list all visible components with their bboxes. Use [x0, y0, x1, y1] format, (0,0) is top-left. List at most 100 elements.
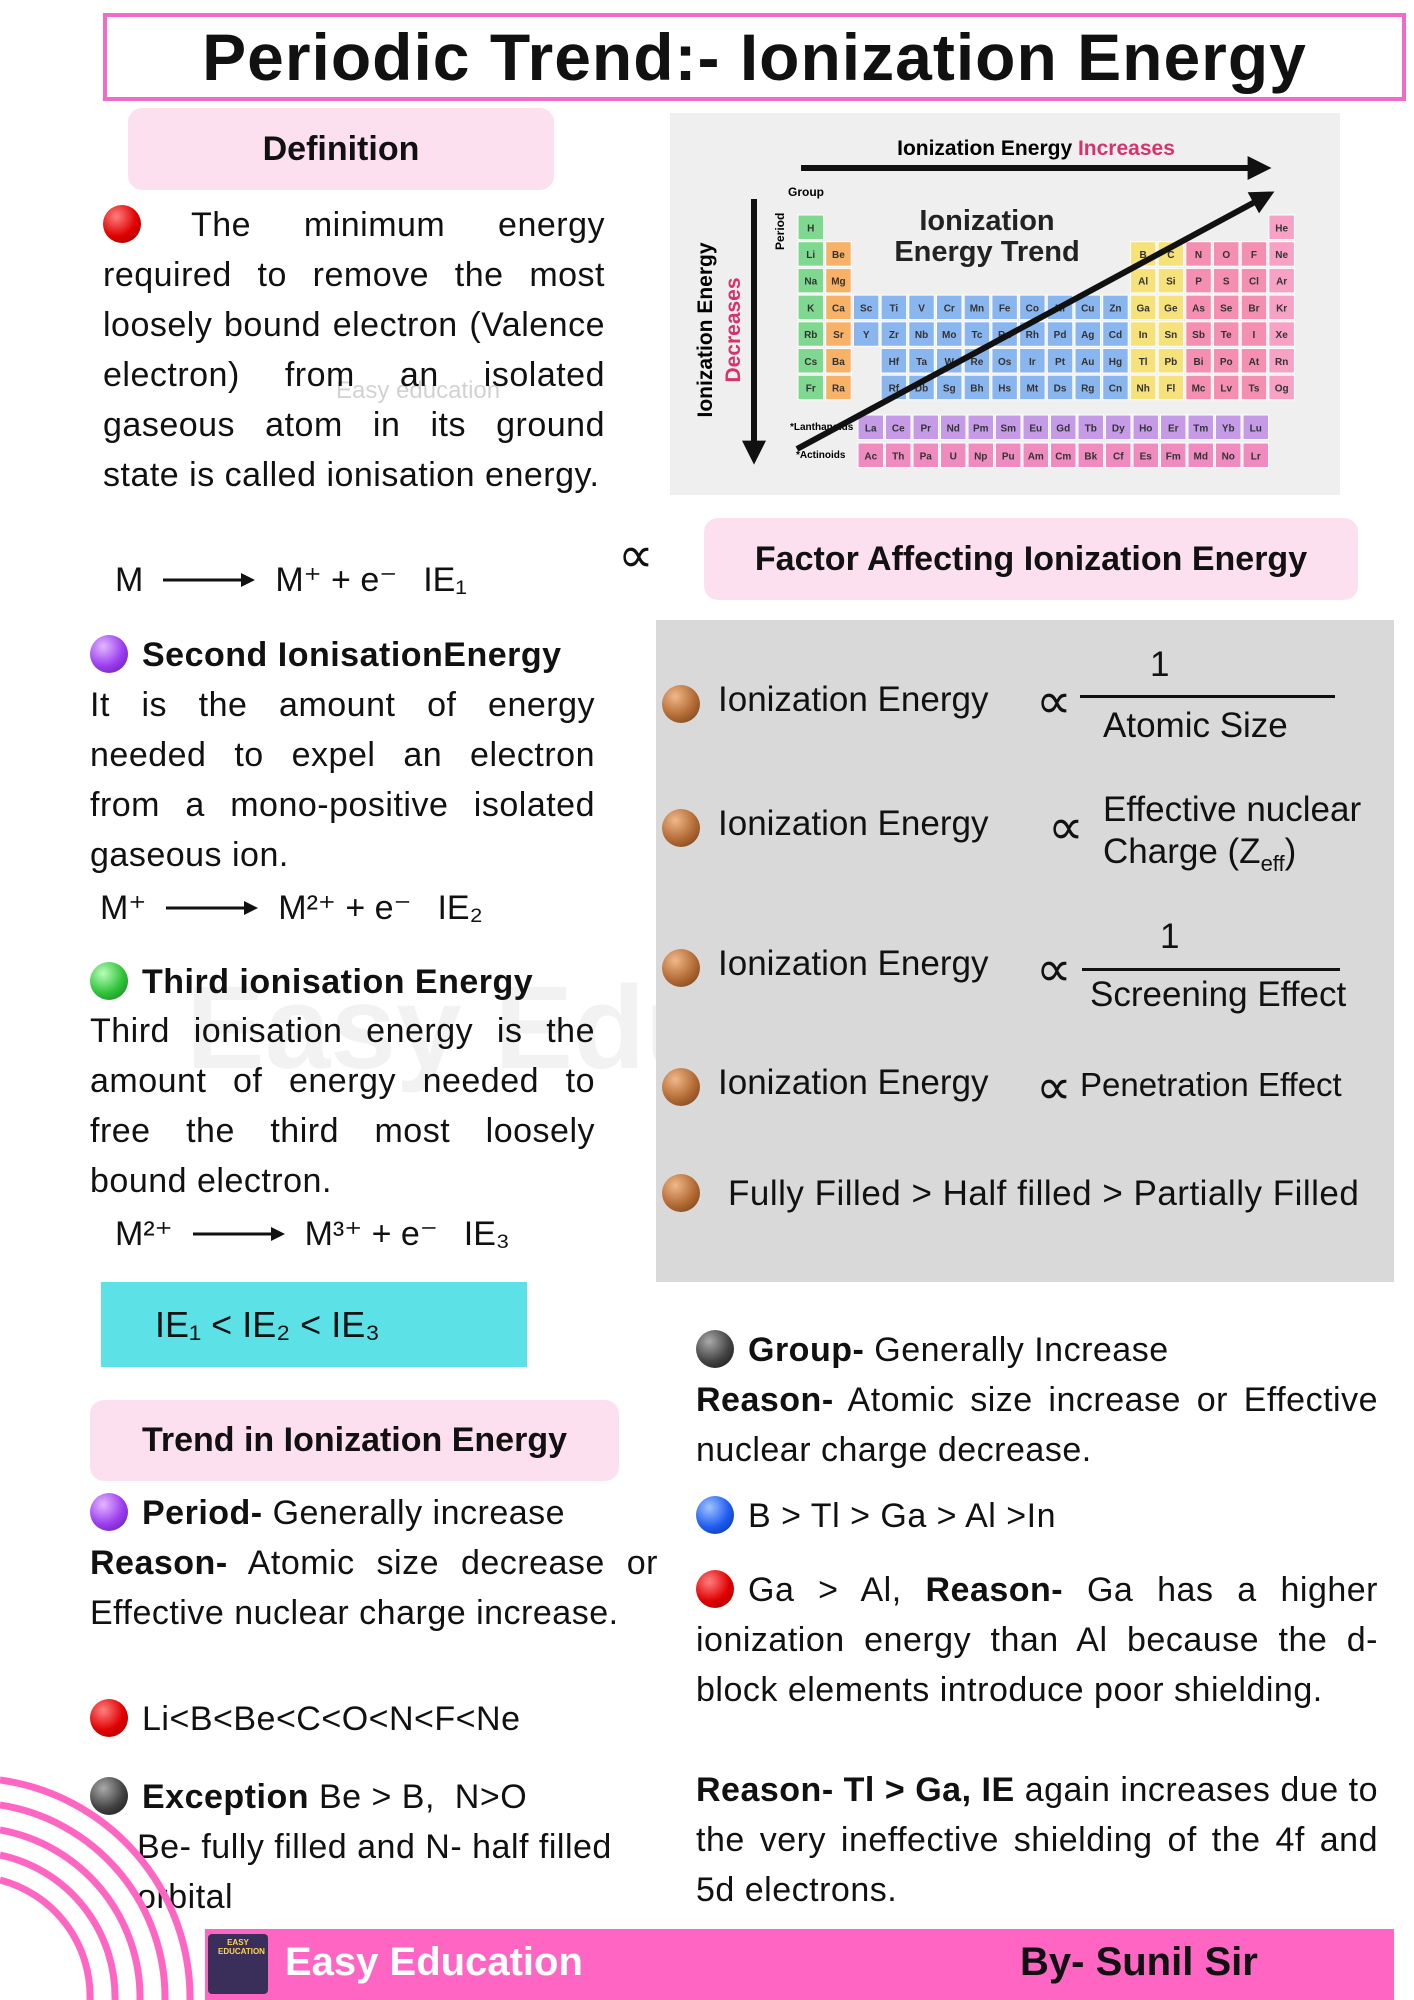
text: Be > B, N>O	[318, 1778, 528, 1816]
element-cell	[936, 294, 963, 321]
element-cell	[1046, 374, 1074, 401]
paragraph: The minimum energy required to remove th…	[103, 206, 605, 494]
element-symbol: Ne	[1275, 250, 1288, 261]
element-symbol: Mo	[942, 330, 956, 341]
equation-label: IE₂	[437, 888, 483, 927]
element-cell	[1050, 442, 1077, 468]
element-cell	[1019, 348, 1046, 374]
element-cell	[880, 321, 908, 347]
reactant: M⁺	[100, 889, 147, 927]
element-cell	[1074, 348, 1101, 374]
factors-heading: Factor Affecting Ionization Energy	[704, 518, 1358, 600]
element-cell	[1213, 267, 1240, 294]
element-symbol: Lv	[1220, 383, 1232, 394]
factor-lhs: Ionization Energy	[718, 944, 989, 983]
element-cell	[1215, 414, 1242, 440]
title-box: Periodic Trend:- Ionization Energy	[103, 13, 1406, 101]
element-cell	[1129, 294, 1157, 321]
element-symbol: Tl	[1139, 357, 1148, 368]
element-symbol: No	[1222, 451, 1235, 462]
equation: M⁺ M²⁺ + e⁻ IE₂	[100, 888, 483, 928]
heading-text: Factor Affecting Ionization Energy	[754, 539, 1308, 578]
equation-label: IE₁	[423, 560, 467, 599]
element-symbol: Na	[804, 277, 817, 288]
arrow	[163, 573, 256, 587]
element-symbol: Ti	[889, 303, 898, 314]
order-box: IE₁ < IE₂ < IE₃	[101, 1282, 527, 1367]
group13-order: B > Tl > Ga > Al >In	[696, 1491, 1056, 1541]
bold-text: Tl > Ga, IE	[843, 1771, 1015, 1809]
footer-brand: Easy Education	[285, 1940, 583, 1984]
reactant: M²⁺	[115, 1215, 173, 1253]
bullet	[90, 962, 128, 1000]
denominator: Screening Effect	[1090, 975, 1347, 1014]
element-symbol: O	[1222, 250, 1230, 261]
element-symbol: Ba	[832, 357, 845, 368]
bullet	[103, 205, 141, 243]
element-cell	[1157, 294, 1185, 321]
element-cell	[1185, 348, 1212, 374]
element-symbol: Bh	[970, 383, 983, 394]
factor-symbol: ∝	[1036, 673, 1072, 729]
corner-arcs	[0, 1776, 194, 2000]
element-cell	[1160, 442, 1187, 468]
element-symbol: Nh	[1136, 383, 1149, 394]
element-cell	[1129, 267, 1157, 294]
element-cell	[1240, 374, 1268, 401]
element-cell	[797, 374, 824, 401]
element-symbol: Li	[806, 250, 815, 261]
element-cell	[852, 294, 880, 321]
element-cell	[1213, 374, 1240, 401]
element-cell	[825, 321, 852, 347]
element-cell	[1105, 442, 1132, 468]
element-symbol: Eu	[1029, 423, 1042, 434]
element-symbol: Al	[1138, 277, 1148, 288]
title: Periodic Trend:- Ionization Energy	[202, 20, 1307, 94]
element-symbol: Ra	[832, 383, 845, 394]
element-symbol: Ho	[1139, 423, 1152, 434]
factor-lhs: Ionization Energy	[718, 1063, 989, 1102]
element-cell	[936, 374, 963, 401]
element-symbol: Mt	[1027, 383, 1039, 394]
text: Atomic size decrease or Effective nuclea…	[90, 1544, 658, 1632]
element-symbol: Mg	[831, 277, 845, 288]
heading-text: Second IonisationEnergy	[142, 636, 562, 674]
element-symbol: Dy	[1112, 423, 1125, 434]
second-ie-heading: Second IonisationEnergy	[90, 630, 562, 680]
element-symbol: Mc	[1192, 383, 1206, 394]
element-symbol: La	[865, 423, 877, 434]
element-symbol: Co	[1026, 303, 1039, 314]
element-cell	[1129, 348, 1157, 374]
element-symbol: W	[945, 357, 955, 368]
element-symbol: Cs	[804, 357, 817, 368]
element-cell	[825, 374, 852, 401]
element-symbol: He	[1275, 223, 1288, 234]
element-cell	[1160, 414, 1187, 440]
element-cell	[991, 374, 1018, 401]
element-cell	[991, 294, 1018, 321]
element-symbol: Ag	[1081, 330, 1094, 341]
element-symbol: U	[950, 451, 957, 462]
label: Reason-	[696, 1381, 834, 1419]
footer-author: By- Sunil Sir	[1020, 1940, 1258, 1984]
element-symbol: Ge	[1164, 303, 1178, 314]
element-cell	[1022, 414, 1049, 440]
element-cell	[1132, 414, 1159, 440]
element-cell	[1157, 321, 1185, 347]
element-symbol: Db	[915, 383, 928, 394]
definition-text: The minimum energy required to remove th…	[103, 200, 605, 500]
element-symbol: Mn	[970, 303, 984, 314]
element-cell	[967, 414, 994, 440]
text: again increases due to the very ineffect…	[696, 1771, 1379, 1909]
element-cell	[885, 414, 912, 440]
element-cell	[797, 267, 824, 294]
label: Exception	[142, 1778, 309, 1816]
exception-line: Exception Be > B, N>O	[90, 1772, 527, 1822]
element-cell	[825, 267, 852, 294]
element-symbol: Nd	[947, 423, 960, 434]
heading-text: Trend in Ionization Energy	[141, 1421, 568, 1459]
element-symbol: Ar	[1276, 277, 1287, 288]
factor-lhs: Ionization Energy	[718, 680, 989, 719]
heading-text: Definition	[262, 129, 420, 168]
third-ie-text: Third ionisation energy is the amount of…	[90, 1012, 595, 1200]
